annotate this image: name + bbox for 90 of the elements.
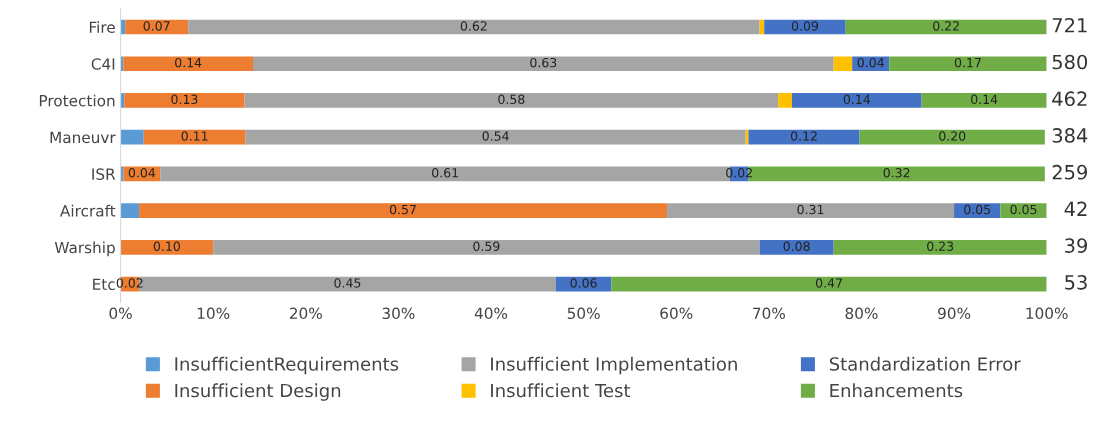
legend-label: Insufficient Design (175, 383, 341, 401)
data-label: 0.05 (964, 204, 991, 215)
data-label: 0.20 (939, 131, 966, 141)
text: 39 (1065, 238, 1087, 253)
bar (921, 93, 1047, 108)
bar (778, 93, 792, 108)
data-label: 0.17 (954, 57, 981, 68)
x-tick-label: 0% (109, 307, 132, 320)
data-label: 0.05 (1010, 204, 1037, 215)
data-label: 0.04 (128, 168, 156, 178)
data-label: 0.07 (143, 21, 170, 31)
data-label: 0.11 (181, 131, 208, 141)
y-tick-label: C4I (91, 58, 115, 70)
data-label: 0.23 (927, 241, 954, 251)
bar (188, 19, 760, 35)
y-tick-label: Protection (39, 94, 115, 107)
data-label: 0.54 (482, 131, 509, 141)
bar (889, 56, 1047, 72)
x-tick-label: 10% (197, 307, 230, 320)
data-label: 0.61 (432, 168, 458, 178)
bar (120, 239, 214, 255)
data-label: 0.09 (791, 21, 818, 31)
data-label: 0.13 (171, 94, 198, 105)
y-tick-label: Aircraft (60, 204, 116, 217)
text: 42 (1064, 201, 1087, 216)
data-label: 0.10 (153, 241, 180, 251)
bar (759, 239, 834, 255)
data-label: 0.12 (790, 131, 817, 141)
data-label: 0.59 (473, 241, 500, 251)
y-tick-label: Maneuvr (50, 131, 116, 144)
bar (611, 276, 1047, 292)
x-tick-label: 60% (660, 307, 693, 320)
bar (764, 19, 846, 35)
y-tick-label: ISR (92, 168, 116, 180)
bar (666, 203, 955, 218)
legend-label: InsufficientRequirements (175, 356, 399, 375)
text: 721 (1052, 17, 1087, 33)
text: 53 (1065, 274, 1087, 290)
data-label: 0.62 (460, 21, 487, 31)
bar (139, 203, 667, 218)
bar (123, 56, 253, 72)
bar (213, 239, 760, 255)
bar (120, 129, 144, 145)
x-tick-label: 80% (845, 307, 878, 320)
legend-label: Enhancements (830, 383, 963, 398)
data-label: 0.47 (815, 278, 842, 288)
data-label: 0.58 (498, 94, 525, 105)
y-tick-label: Warship (54, 241, 115, 257)
x-tick-label: 90% (938, 307, 971, 320)
data-label: 0.14 (843, 94, 871, 105)
legend-label: Standardization Error (829, 356, 1021, 371)
bar (245, 129, 746, 145)
data-label: 0.22 (933, 21, 959, 31)
bar (833, 56, 853, 72)
x-tick-label: 30% (382, 307, 415, 320)
x-tick-label: 40% (474, 307, 508, 320)
data-label: 0.45 (334, 278, 361, 288)
bar (143, 129, 246, 145)
text: 462 (1052, 91, 1087, 107)
bar (124, 93, 245, 108)
text: 384 (1052, 128, 1088, 143)
legend-label: Insufficient Implementation (491, 356, 737, 375)
data-label: 0.08 (783, 241, 810, 251)
bar (244, 93, 779, 108)
y-tick-label: Etc (93, 278, 115, 291)
data-label: 0.57 (389, 204, 416, 215)
legend-label: Insufficient Test (491, 383, 631, 398)
data-label: 0.32 (883, 168, 910, 178)
data-label: 0.14 (175, 57, 202, 68)
bar (792, 93, 922, 108)
data-label: 0.14 (971, 94, 998, 105)
bar (253, 56, 834, 72)
text: 580 (1052, 54, 1088, 70)
data-label: 0.04 (857, 57, 884, 68)
bar (748, 129, 860, 145)
data-label: 0.06 (570, 278, 597, 288)
data-label: 0.31 (797, 204, 824, 215)
x-tick-label: 100% (1026, 307, 1068, 320)
bar (954, 203, 1001, 218)
y-tick-label: Fire (89, 21, 115, 34)
bar (859, 129, 1045, 145)
x-tick-label: 70% (753, 307, 785, 320)
bar (120, 203, 140, 218)
bar (833, 239, 1047, 255)
data-label: 0.63 (530, 57, 557, 68)
bar (1000, 203, 1047, 218)
x-tick-label: 50% (567, 307, 600, 320)
x-tick-label: 20% (289, 307, 322, 320)
text: 259 (1052, 164, 1087, 180)
bar (845, 19, 1047, 35)
